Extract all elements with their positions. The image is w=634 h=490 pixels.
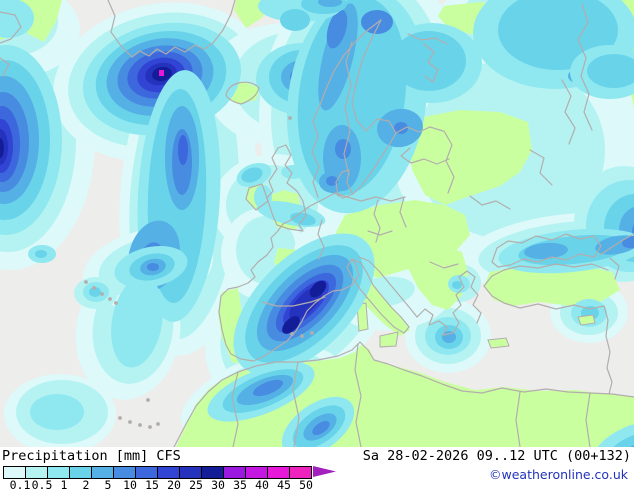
legend-bar [3, 466, 312, 479]
legend-segment [136, 467, 158, 478]
legend-segment [26, 467, 48, 478]
legend-tick-label: 0.1 [9, 478, 31, 490]
legend-segment [48, 467, 70, 478]
legend-segment [92, 467, 114, 478]
legend-segment [202, 467, 224, 478]
legend-segment [290, 467, 311, 478]
legend-tick-label: 40 [255, 478, 269, 490]
legend-tick-label: 0.5 [31, 478, 53, 490]
legend-segment [4, 467, 26, 478]
legend-labels: 0.1 0.5 1 2 5 10 15 20 25 30 35 40 45 50 [9, 478, 317, 490]
legend-tick-label: 20 [167, 478, 181, 490]
legend-tick-label: 1 [60, 478, 68, 490]
legend-segment [268, 467, 290, 478]
copyright-link[interactable]: ©weatheronline.co.uk [489, 467, 628, 482]
legend-arrow-icon [313, 466, 336, 477]
precipitation-map [0, 0, 634, 447]
legend-segment [224, 467, 246, 478]
legend-tick-label: 30 [211, 478, 225, 490]
coastline-layer [0, 0, 634, 447]
legend-segment [158, 467, 180, 478]
legend-tick-label: 10 [123, 478, 137, 490]
island-layer [487, 314, 596, 349]
legend-tick-label: 25 [189, 478, 203, 490]
map-canvas [0, 0, 634, 447]
legend-tick-label: 45 [277, 478, 291, 490]
legend-tick-label: 35 [233, 478, 247, 490]
legend-title: Precipitation [mm] CFS [2, 448, 181, 464]
legend-footer: Precipitation [mm] CFS Sa 28-02-2026 09.… [0, 447, 634, 490]
legend-segment [180, 467, 202, 478]
legend-tick-label: 5 [104, 478, 112, 490]
legend-segment [246, 467, 268, 478]
legend-segment [114, 467, 136, 478]
legend-segment [70, 467, 92, 478]
legend-tick-label: 15 [145, 478, 159, 490]
forecast-datetime: Sa 28-02-2026 09..12 UTC (00+132) [362, 448, 631, 464]
legend-tick-label: 50 [299, 478, 313, 490]
legend-tick-label: 2 [82, 478, 90, 490]
